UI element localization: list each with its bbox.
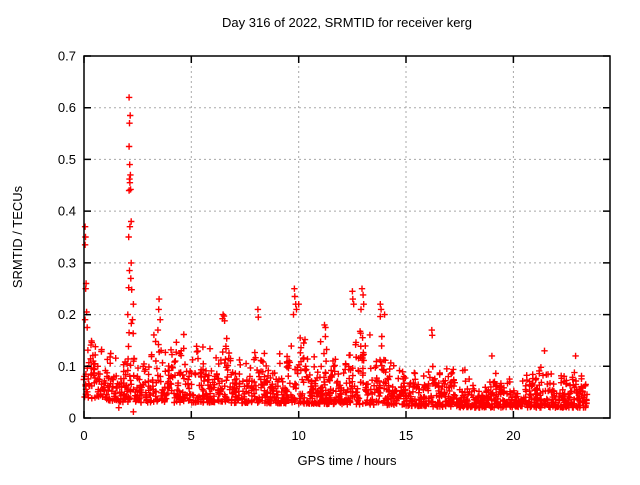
tick-marks bbox=[83, 55, 610, 419]
tick-labels: 0 5 10 15 20 0 0.1 0.2 0.3 0.4 0.5 0.6 0.7 bbox=[58, 49, 521, 444]
chart-title: Day 316 of 2022, SRMTID for receiver ker… bbox=[222, 15, 472, 30]
x-tick-label: 10 bbox=[291, 428, 305, 443]
x-axis-label: GPS time / hours bbox=[298, 453, 397, 468]
y-tick-label: 0.5 bbox=[58, 152, 76, 167]
y-tick-label: 0.1 bbox=[58, 359, 76, 374]
y-tick-label: 0.4 bbox=[58, 204, 76, 219]
gridlines bbox=[84, 56, 610, 418]
plot-frame bbox=[83, 55, 611, 419]
x-tick-label: 5 bbox=[188, 428, 195, 443]
x-tick-label: 0 bbox=[80, 428, 87, 443]
y-tick-label: 0 bbox=[69, 411, 76, 426]
y-tick-label: 0.7 bbox=[58, 49, 76, 64]
x-tick-label: 15 bbox=[399, 428, 413, 443]
y-tick-label: 0.6 bbox=[58, 100, 76, 115]
y-tick-label: 0.3 bbox=[58, 255, 76, 270]
y-axis-label: SRMTID / TECUs bbox=[10, 185, 25, 288]
y-tick-label: 0.2 bbox=[58, 307, 76, 322]
x-tick-label: 20 bbox=[506, 428, 520, 443]
